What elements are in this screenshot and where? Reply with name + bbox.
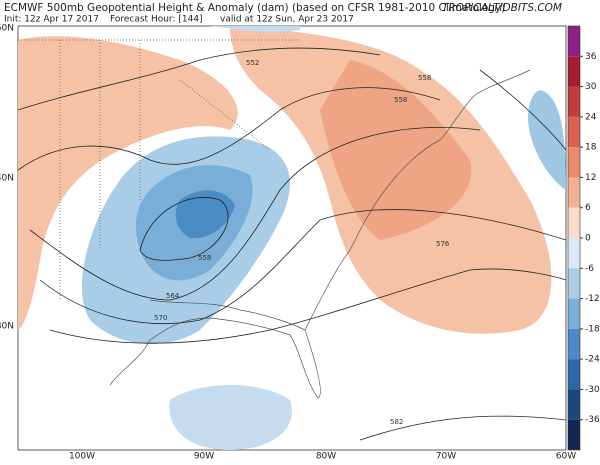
colorbar-bin (568, 328, 580, 360)
init: Init: 12z Apr 17 2017 (4, 15, 99, 25)
contour-label: 558 (394, 96, 407, 104)
colorbar: 36 30 24 18 12 6 0 -6 -12 -18 -24 -30 -36 (567, 25, 600, 451)
colorbar-tick-label: 6 (585, 203, 591, 213)
anomaly-positive (18, 36, 238, 330)
colorbar-bin (568, 177, 580, 208)
lon-label: 60W (556, 452, 576, 462)
anomaly-negative (210, 26, 300, 33)
contour-label: 558 (418, 74, 431, 82)
colorbar-tick-label: -36 (585, 415, 600, 425)
colorbar-tick-label: 30 (585, 82, 597, 92)
colorbar-bin (568, 419, 580, 450)
colorbar-bin (568, 298, 580, 329)
contour (18, 87, 441, 171)
colorbar-bin (568, 268, 580, 299)
colorbar-bin (568, 147, 580, 178)
contour-label: 564 (166, 292, 180, 300)
lon-label: 70W (436, 452, 456, 462)
colorbar-bin (568, 86, 580, 117)
contour-label: 552 (246, 59, 259, 67)
anomaly-positive-strong (320, 60, 472, 240)
colorbar-tick-label: 24 (585, 112, 597, 122)
contour-label: 558 (198, 254, 211, 262)
colorbar-tick-label: -24 (585, 355, 600, 365)
colorbar-tick-label: -6 (585, 264, 594, 274)
contour-label: 582 (390, 418, 403, 426)
valid-time: valid at 12z Sun, Apr 23 2017 (220, 15, 354, 25)
colorbar-tick-label: 0 (585, 234, 591, 244)
lon-label: 90W (194, 452, 214, 462)
colorbar-bin (568, 238, 580, 269)
contour (359, 415, 566, 441)
lat-label: 50N (0, 24, 14, 34)
colorbar-bin (568, 56, 580, 87)
colorbar-bin (568, 359, 580, 390)
forecast-hour: Forecast Hour: [144] (110, 15, 203, 25)
lon-label: 80W (316, 452, 336, 462)
contour (18, 47, 381, 111)
anomaly-negative (528, 90, 566, 190)
colorbar-tick-label: 18 (585, 143, 597, 153)
title: ECMWF 500mb Geopotential Height & Anomal… (4, 2, 505, 14)
contour (139, 197, 229, 261)
coastline (304, 69, 531, 331)
colorbar-bin (568, 389, 580, 420)
colorbar-bin (568, 207, 580, 238)
anomaly-negative (169, 385, 292, 450)
map: 552 558 558 576 558 564 570 582 50N 40N … (0, 24, 576, 462)
lat-label: 30N (0, 322, 14, 332)
contour (479, 69, 566, 151)
colorbar-tick-label: -12 (585, 294, 600, 304)
colorbar-tick-label: -18 (585, 324, 600, 334)
colorbar-tick-label: 36 (585, 52, 597, 62)
colorbar-bin (568, 26, 580, 57)
lat-label: 40N (0, 174, 14, 184)
colorbar-tick-label: -30 (585, 385, 600, 395)
site: TROPICALTIDBITS.COM (442, 2, 562, 14)
coastline (109, 299, 321, 399)
lon-label: 100W (69, 452, 95, 462)
contour (49, 268, 566, 344)
contour (29, 127, 481, 301)
contour-label: 570 (154, 314, 167, 322)
contour (39, 209, 566, 324)
colorbar-bin (568, 116, 580, 148)
borders (18, 39, 300, 300)
colorbar-tick-label: 12 (585, 173, 596, 183)
anomaly-negative-core (175, 190, 235, 239)
contour-label: 576 (436, 240, 450, 248)
